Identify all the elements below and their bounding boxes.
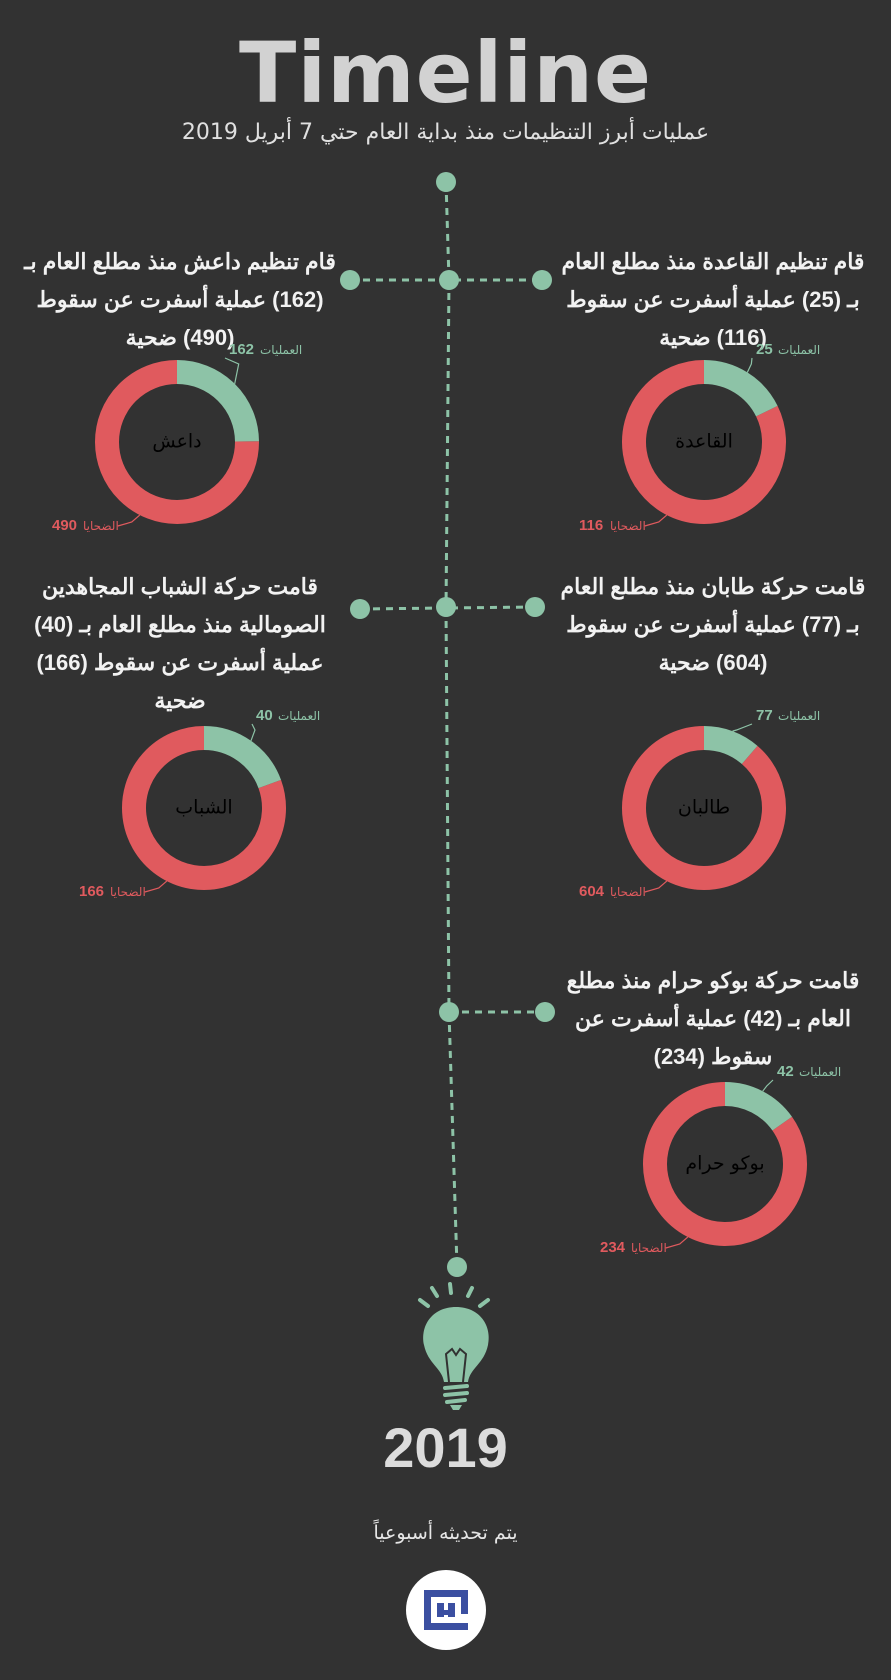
victims-label: الضحايا	[83, 519, 119, 533]
donut-slice-operations	[724, 1082, 792, 1131]
donut-center-label: بوكو حرام	[685, 1153, 764, 1175]
victims-label: الضحايا	[610, 519, 646, 533]
callout-line-operations	[746, 357, 753, 373]
page-subtitle: عمليات أبرز التنظيمات منذ بداية العام حت…	[181, 120, 710, 145]
timeline-node-center-1	[439, 270, 459, 290]
timeline-node-center-2	[436, 597, 456, 617]
callout-line-victims	[644, 514, 668, 527]
victims-label: الضحايا	[110, 885, 146, 899]
donut-slice-victims	[622, 360, 786, 524]
victims-value: 234	[600, 1239, 626, 1256]
callout-line-operations	[250, 723, 256, 741]
caption-boko: قامت حركة بوكو حرام منذ مطلع العام بـ (4…	[566, 968, 860, 1069]
donut-slice-operations	[703, 726, 758, 765]
timeline-node-right-1	[532, 270, 552, 290]
timeline-node-left-1	[340, 270, 360, 290]
timeline-spine-segment	[444, 607, 451, 1013]
lightbulb-icon	[418, 1282, 490, 1410]
donut-center-label: القاعدة	[675, 431, 733, 453]
operations-value: 162	[229, 341, 254, 358]
donut-slice-victims	[95, 360, 259, 524]
update-note: يتم تحديثه أسبوعياً	[373, 1522, 518, 1544]
connector-row-2	[359, 605, 536, 611]
callout-line-operations	[762, 1079, 774, 1092]
callout-line-victims	[665, 1236, 689, 1249]
operations-value: 42	[777, 1063, 794, 1080]
timeline-node-right-2	[525, 597, 545, 617]
operations-label: العمليات	[260, 343, 302, 357]
operations-label: العمليات	[778, 343, 820, 357]
timeline-node-left-2	[350, 599, 370, 619]
operations-label: العمليات	[778, 709, 820, 723]
timeline-node-start	[436, 172, 456, 192]
page-title: Timeline	[239, 24, 652, 122]
callout-line-victims	[117, 514, 141, 527]
victims-label: الضحايا	[631, 1241, 667, 1255]
donut-slice-victims	[643, 1082, 807, 1246]
victims-value: 166	[79, 883, 104, 900]
callout-line-operations	[732, 723, 753, 732]
timeline-node-center-3	[439, 1002, 459, 1022]
donut-center-label: داعش	[152, 431, 201, 453]
operations-label: العمليات	[278, 709, 320, 723]
timeline-node-end	[447, 1257, 467, 1277]
timeline-spine-segment	[447, 1011, 459, 1268]
victims-label: الضحايا	[610, 885, 646, 899]
kufic-logo-icon	[406, 1570, 486, 1650]
donut-chart: بوكو حرام 42 العمليات 234 الضحايا	[600, 1063, 841, 1256]
callout-line-operations	[224, 357, 240, 384]
donut-slice-victims	[122, 726, 286, 890]
donut-center-label: طالبان	[678, 797, 730, 819]
victims-value: 116	[579, 517, 603, 534]
victims-value: 490	[52, 517, 77, 534]
timeline-node-right-3	[535, 1002, 555, 1022]
timeline-spine-segment	[444, 279, 451, 609]
donut-slice-operations	[176, 360, 259, 442]
timeline-spine-segment	[444, 181, 451, 281]
donut-slice-operations	[203, 726, 282, 789]
donut-chart: الشباب 40 العمليات 166 الضحايا	[79, 707, 320, 900]
callout-line-victims	[144, 880, 168, 893]
operations-label: العمليات	[799, 1065, 841, 1079]
caption-daesh: قام تنظيم داعش منذ مطلع العام بـ (162) ع…	[24, 249, 336, 350]
caption-shabab: قامت حركة الشباب المجاهدين الصومالية منذ…	[34, 574, 326, 713]
donut-chart: طالبان 77 العمليات 604 الضحايا	[579, 707, 820, 900]
operations-value: 40	[256, 707, 273, 724]
donut-center-label: الشباب	[175, 797, 232, 819]
caption-taliban: قامت حركة طابان منذ مطلع العام بـ (77) ع…	[560, 574, 866, 675]
caption-qaeda: قام تنظيم القاعدة منذ مطلع العام بـ (25)…	[561, 249, 865, 350]
donut-slice-victims	[622, 726, 786, 890]
callout-line-victims	[644, 880, 668, 893]
victims-value: 604	[579, 883, 605, 900]
footer-year: 2019	[383, 1416, 508, 1479]
operations-value: 77	[756, 707, 773, 724]
operations-value: 25	[756, 341, 773, 358]
donut-chart: القاعدة 25 العمليات 116 الضحايا	[579, 341, 820, 534]
donut-slice-operations	[703, 360, 778, 417]
donut-chart: داعش 162 العمليات 490 الضحايا	[52, 341, 302, 534]
